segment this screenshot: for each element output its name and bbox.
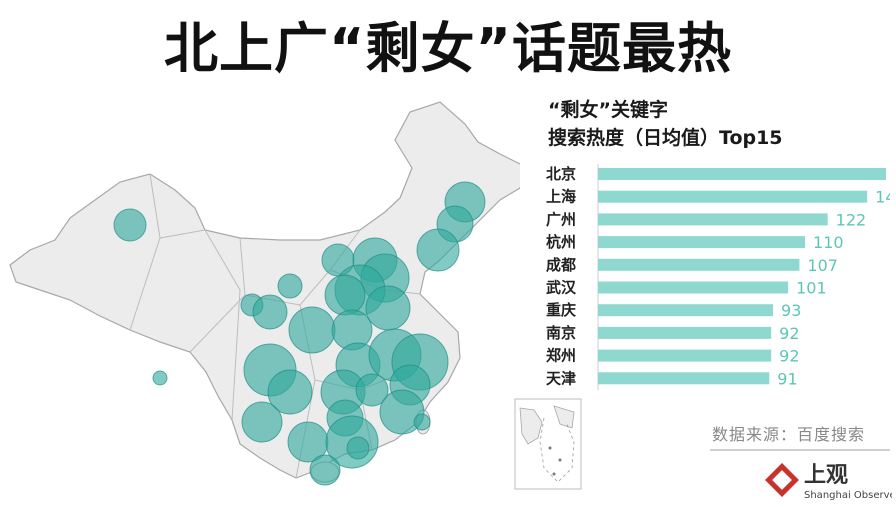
category-label: 武汉 [546, 279, 577, 297]
bubble [309, 454, 341, 486]
value-label: 92 [779, 347, 799, 366]
bubble [416, 228, 460, 272]
bubble [379, 389, 425, 435]
bar [598, 326, 772, 339]
category-label: 成都 [546, 256, 576, 274]
value-label: 122 [836, 210, 867, 229]
bar [598, 168, 886, 180]
bubble [152, 370, 168, 386]
category-label: 杭州 [546, 233, 576, 251]
logo-name: 上观 [804, 463, 848, 488]
bubble [267, 369, 313, 415]
bar [598, 304, 774, 317]
chart-title-line1: “剩女”关键字 [548, 99, 668, 121]
value-label: 101 [796, 279, 827, 298]
bubble [277, 273, 303, 299]
category-label: 郑州 [546, 347, 576, 365]
bubble [113, 208, 147, 242]
bubble [288, 306, 336, 354]
value-label: 92 [779, 324, 799, 343]
value-label: 91 [777, 369, 797, 388]
bar [598, 349, 772, 362]
bar [598, 281, 789, 294]
bar [598, 190, 868, 203]
category-label: 天津 [546, 369, 576, 387]
chart-title: “剩女”关键字 搜索热度（日均值）Top15 [548, 96, 783, 152]
south-china-sea-inset [514, 398, 582, 490]
bar [598, 236, 806, 249]
bubble [346, 436, 370, 460]
bubble [365, 285, 411, 331]
category-label: 南京 [546, 324, 576, 342]
bubble [324, 274, 366, 316]
shanghai-observer-logo: 上观 Shanghai Observer [765, 463, 892, 501]
category-label: 北京 [546, 165, 576, 183]
bubble [252, 294, 288, 330]
value-label: 107 [807, 256, 838, 275]
logo-subtitle: Shanghai Observer [804, 490, 892, 501]
bar-chart: 北京153上海143广州122杭州110成都107武汉101重庆93南京92郑州… [546, 164, 890, 390]
source-note: 数据来源：百度搜索 [712, 425, 866, 444]
source-divider [710, 449, 890, 451]
value-label: 143 [875, 188, 890, 207]
bar [598, 258, 800, 271]
bubble [413, 413, 431, 431]
bar [598, 213, 828, 226]
bar [598, 372, 770, 385]
china-bubble-map [9, 101, 520, 486]
bubble [355, 373, 389, 407]
bubble [241, 401, 283, 443]
category-label: 重庆 [546, 301, 576, 319]
category-label: 上海 [546, 188, 576, 206]
value-label: 110 [813, 233, 844, 252]
page-title: 北上广“剩女”话题最热 [164, 17, 732, 80]
chart-title-line2: 搜索热度（日均值）Top15 [548, 127, 783, 149]
category-label: 广州 [546, 210, 576, 228]
value-label: 93 [781, 301, 801, 320]
